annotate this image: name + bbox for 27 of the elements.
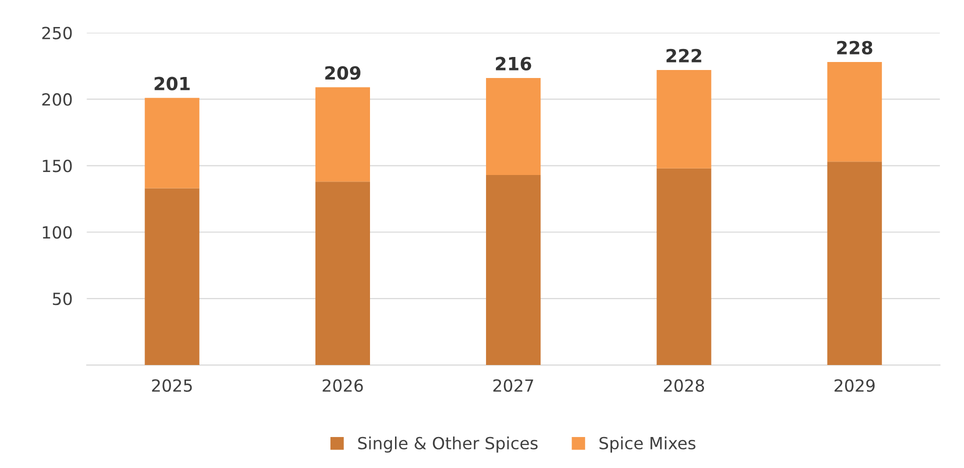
x-tick-label: 2027 <box>493 379 534 392</box>
bar <box>486 174 541 366</box>
bar <box>656 168 712 366</box>
bar <box>144 188 200 366</box>
y-tick-label: 150 <box>42 160 72 172</box>
y-tick-label: 100 <box>42 226 72 239</box>
legend-label: Single & Other Spices <box>358 436 538 453</box>
y-tick-label: 200 <box>42 93 72 106</box>
bar <box>827 62 882 162</box>
x-tick-label: 2026 <box>322 379 363 392</box>
total-label: 209 <box>325 66 360 80</box>
bar <box>315 182 370 366</box>
y-tick-label: 250 <box>42 26 72 40</box>
total-label: 201 <box>154 76 190 90</box>
bar <box>486 78 541 175</box>
bar <box>656 70 712 168</box>
bar <box>144 98 200 188</box>
total-label: 222 <box>666 48 702 62</box>
bar <box>827 162 882 366</box>
x-tick-label: 2029 <box>834 379 875 392</box>
legend-label: Spice Mixes <box>600 436 696 453</box>
x-tick-label: 2025 <box>152 379 192 392</box>
total-label: 216 <box>496 56 532 70</box>
total-label: 228 <box>837 40 872 55</box>
bar <box>315 87 370 182</box>
y-tick-label: 50 <box>52 292 72 306</box>
x-tick-label: 2028 <box>664 379 704 392</box>
